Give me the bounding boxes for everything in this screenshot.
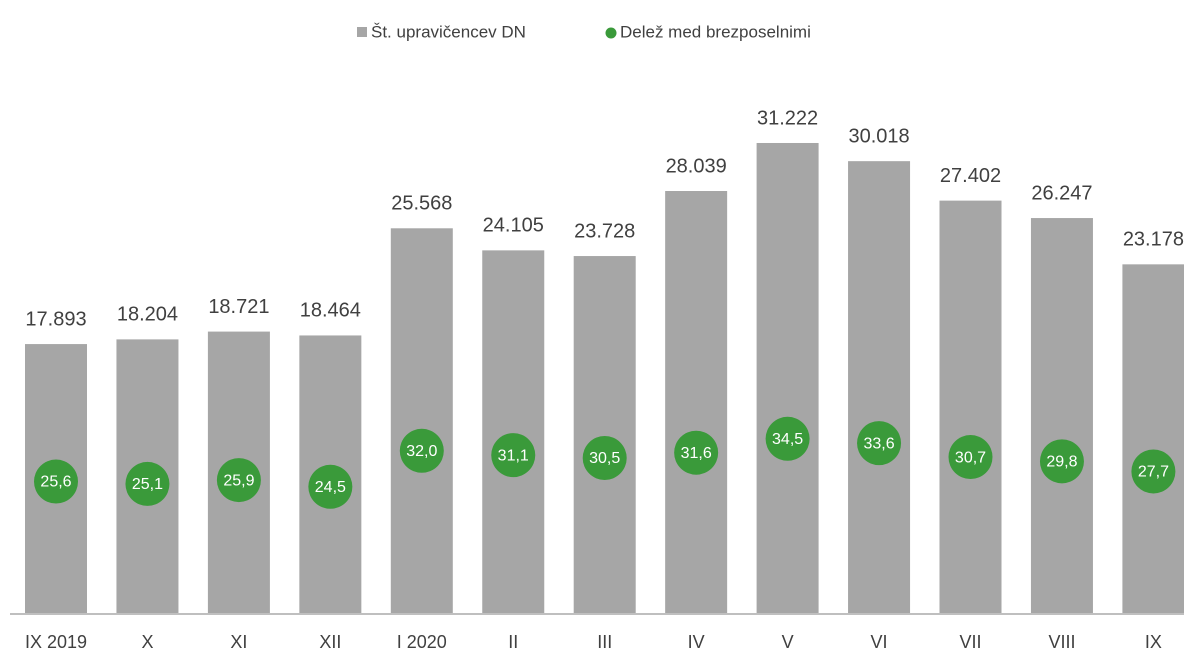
dot bbox=[765, 416, 810, 461]
dot bbox=[857, 421, 902, 466]
dot-value-label: 33,6 bbox=[863, 435, 894, 452]
bar-value-label: 18.721 bbox=[208, 296, 269, 318]
bar bbox=[939, 200, 1002, 614]
dot-value-label: 25,6 bbox=[40, 474, 71, 491]
x-tick-label: VI bbox=[871, 632, 888, 652]
bar bbox=[573, 256, 636, 614]
dot-value-label: 32,0 bbox=[406, 443, 437, 460]
legend-label: Št. upravičencev DN bbox=[371, 22, 526, 41]
x-tick-label: III bbox=[597, 632, 612, 652]
x-tick-label: IV bbox=[688, 632, 705, 652]
dot-value-label: 25,9 bbox=[223, 472, 254, 489]
x-tick-label: VIII bbox=[1048, 632, 1075, 652]
x-tick-label: VII bbox=[959, 632, 981, 652]
legend-swatch bbox=[605, 27, 617, 39]
dot bbox=[308, 464, 353, 509]
dot bbox=[34, 459, 78, 504]
dot-value-label: 31,1 bbox=[498, 447, 529, 464]
bar bbox=[1122, 264, 1184, 614]
legend-label: Delež med brezposelnimi bbox=[620, 22, 811, 41]
dot bbox=[216, 458, 261, 503]
bar bbox=[390, 228, 453, 614]
dot-value-label: 30,7 bbox=[955, 449, 986, 466]
dot bbox=[582, 436, 627, 480]
bar bbox=[482, 250, 545, 614]
dot-value-label: 31,6 bbox=[681, 445, 712, 462]
bar bbox=[848, 161, 911, 614]
dot bbox=[1039, 439, 1084, 484]
x-tick-label: XI bbox=[230, 632, 247, 652]
bar-value-label: 31.222 bbox=[757, 107, 818, 129]
dot-value-label: 25,1 bbox=[132, 476, 163, 493]
bar-value-label: 18.204 bbox=[117, 304, 178, 326]
dot-value-label: 34,5 bbox=[772, 431, 803, 448]
bar bbox=[665, 191, 728, 614]
bar-value-label: 30.018 bbox=[848, 125, 909, 147]
dot bbox=[125, 461, 170, 506]
x-tick-label: II bbox=[508, 632, 518, 652]
x-tick-label: IX bbox=[1145, 632, 1162, 652]
bar-value-label: 27.402 bbox=[940, 165, 1001, 187]
bar-value-label: 26.247 bbox=[1031, 182, 1092, 204]
dot-value-label: 29,8 bbox=[1046, 454, 1077, 471]
dot-value-label: 30,5 bbox=[589, 450, 620, 467]
bar-value-label: 28.039 bbox=[666, 155, 727, 177]
bar-value-label: 17.893 bbox=[25, 308, 86, 330]
bar-value-label: 24.105 bbox=[483, 215, 544, 237]
dot bbox=[674, 430, 719, 475]
x-tick-label: XII bbox=[319, 632, 341, 652]
bar-value-label: 23.178 bbox=[1123, 229, 1184, 251]
bar-value-label: 18.464 bbox=[300, 300, 361, 322]
dot bbox=[948, 435, 993, 480]
bar bbox=[756, 142, 819, 614]
bar-value-label: 25.568 bbox=[391, 193, 452, 215]
bar bbox=[1030, 218, 1093, 614]
x-tick-label: X bbox=[141, 632, 153, 652]
bar-value-label: 23.728 bbox=[574, 220, 635, 242]
dot-value-label: 24,5 bbox=[315, 479, 346, 496]
dot bbox=[399, 428, 444, 473]
dot-value-label: 27,7 bbox=[1138, 464, 1169, 481]
legend-swatch bbox=[357, 27, 367, 37]
x-tick-label: IX 2019 bbox=[25, 632, 87, 652]
x-tick-label: V bbox=[782, 632, 794, 652]
dot bbox=[1131, 449, 1176, 494]
x-tick-label: I 2020 bbox=[397, 632, 447, 652]
dot bbox=[491, 433, 536, 478]
